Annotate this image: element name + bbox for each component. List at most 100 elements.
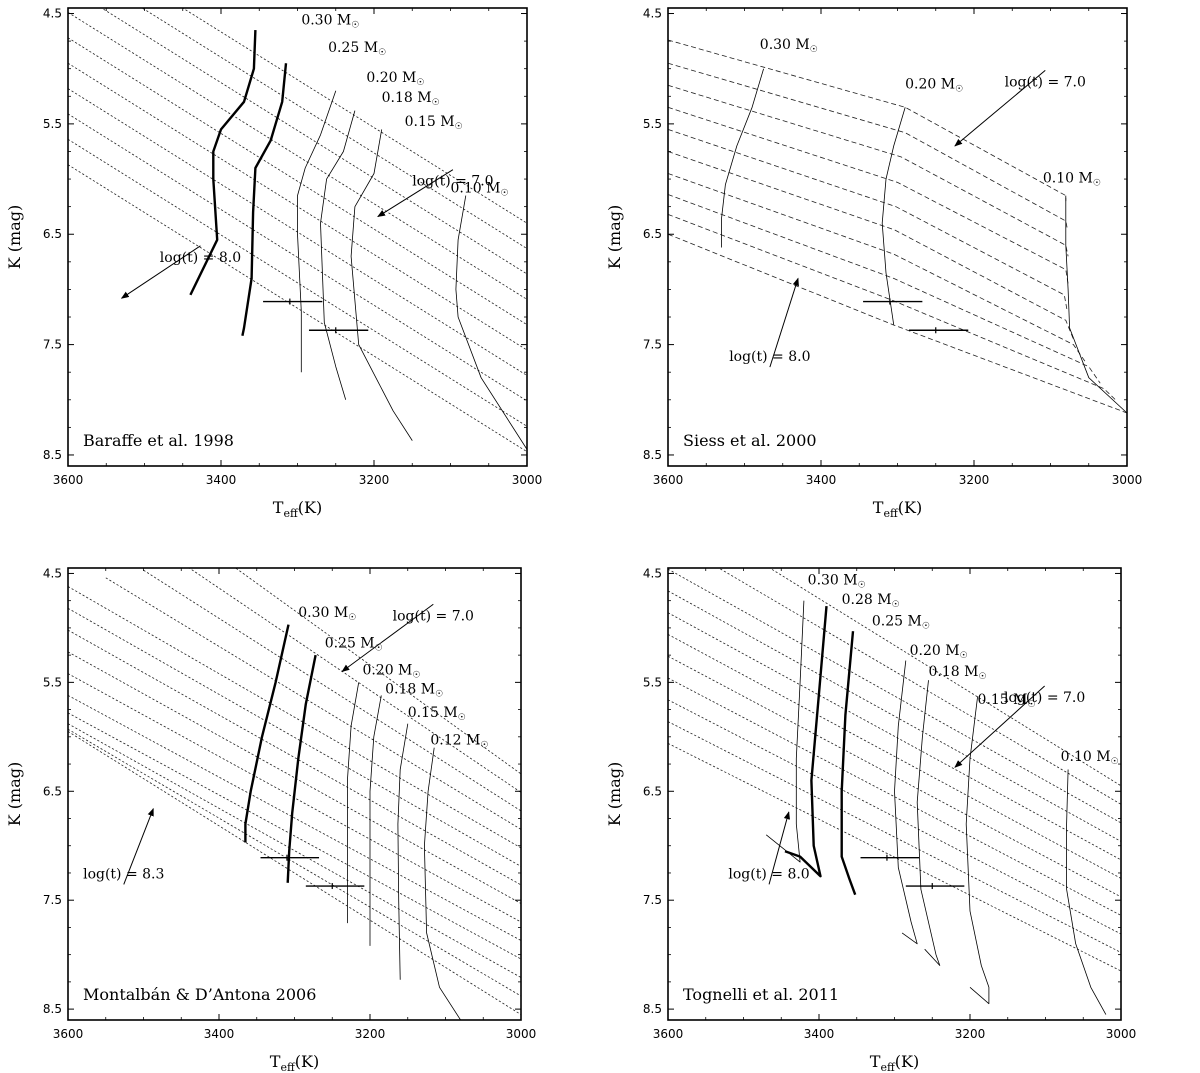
track-label-sun: ☉ [432,98,440,108]
mass-track-0-10-m [455,195,527,450]
plot-area [68,568,521,1020]
track-label-sun: ☉ [922,622,930,632]
track-label-sun: ☉ [960,651,968,661]
track-label-0-30-m: 0.30 M☉ [301,13,359,31]
track-label-mass: 0.10 M [1043,170,1093,186]
mass-track-0-20-m [297,90,337,373]
isochrone-4 [668,612,1121,861]
x-axis-title: Teff(K) [273,498,322,520]
track-label-sun: ☉ [1111,757,1119,767]
y-tick-label-4.5: 4.5 [43,7,62,21]
isochrone-2 [143,569,521,812]
y-tick-label-5.5: 5.5 [43,117,62,131]
y-tick-label-8.5: 8.5 [643,448,662,462]
track-label-sun: ☉ [892,600,900,610]
track-label-0-10-m: 0.10 M☉ [1043,170,1101,188]
isochrone-8 [668,214,1116,401]
isochrone-2 [100,8,527,275]
x-tick-label-3400: 3400 [804,1027,835,1041]
x-axis-title-unit: (K) [895,1052,919,1071]
mass-track-0-30-m [244,624,290,843]
track-label-mass: 0.20 M [362,663,412,679]
panel-title: Siess et al. 2000 [683,431,817,450]
panel-baraffe: 3600 3400 3200 3000 4.5 5.5 6.5 7.5 8.5 Teff(K) K … [5,7,543,520]
mass-track-0-30-m [189,30,257,296]
isochrone-0 [769,568,1121,787]
mass-track-0-20-m [347,682,360,924]
mass-track-0-10-m [1066,769,1107,1015]
x-tick-label-3400: 3400 [206,473,237,487]
mass-track-0-25-m [241,63,288,337]
plot-area [668,39,1127,414]
track-label-sun: ☉ [955,85,963,95]
track-label-0-20-m: 0.20 M☉ [362,663,420,681]
y-tick-label-8.5: 8.5 [43,448,62,462]
x-axis-title: Teff(K) [873,498,922,520]
isochrone-9 [668,233,1127,414]
track-label-sun: ☉ [858,580,866,590]
track-label-0-12-m: 0.12 M☉ [430,732,488,750]
annotation-arrow-1 [768,811,790,885]
track-label-sun: ☉ [978,672,986,682]
x-axis-title: Teff(K) [270,1052,319,1073]
annotation-arrow-1 [769,277,799,368]
y-tick-label-6.5: 6.5 [43,784,62,798]
x-tick-label-3600: 3600 [53,1027,84,1041]
x-tick-label-3200: 3200 [355,1027,386,1041]
track-label-mass: 0.28 M [842,592,892,608]
isochrone-annotation-log-t-7-0: log(t) = 7.0 [1004,690,1085,706]
isochrone-9 [668,721,1121,953]
isochrone-7 [668,677,1121,916]
y-tick-label-7.5: 7.5 [643,893,662,907]
mass-track-0-18-m [320,110,356,400]
track-label-0-10-m: 0.10 M☉ [1061,749,1119,767]
x-tick-label-3600: 3600 [653,1027,684,1041]
mass-track-0-20-m [881,107,906,325]
mass-track-0-10-m [1065,195,1127,414]
isochrone-9 [68,164,527,453]
isochrone-annotation-log-t-7-0: log(t) = 7.0 [393,608,474,624]
y-tick-label-5.5: 5.5 [643,117,662,131]
track-label-0-25-m: 0.25 M☉ [328,40,386,58]
track-label-0-20-m: 0.20 M☉ [905,77,963,95]
isochrone-0 [181,8,527,224]
x-tick-label-3000: 3000 [512,473,543,487]
track-label-mass: 0.20 M [905,77,955,93]
y-tick-label-6.5: 6.5 [43,227,62,241]
track-label-sun: ☉ [455,122,463,132]
mass-track-0-15-m [965,696,990,1005]
x-axis-title-unit: (K) [298,498,322,517]
track-label-mass: 0.30 M [298,605,348,621]
annotation-arrow-0 [954,69,1046,147]
y-tick-label-6.5: 6.5 [643,227,662,241]
track-label-mass: 0.15 M [408,705,458,721]
y-axis-title: K (mag) [605,205,624,269]
annotation-arrow-0 [954,685,1045,768]
mass-track-0-18-m [369,695,382,946]
isochrone-annotation-log-t-8-0: log(t) = 8.0 [160,250,241,266]
track-label-0-15-m: 0.15 M☉ [978,692,1036,710]
panel-title: Tognelli et al. 2011 [683,985,839,1004]
panel-title: Montalbán & D’Antona 2006 [83,985,316,1004]
annotation-arrow-0 [341,603,434,672]
track-label-mass: 0.18 M [382,90,432,106]
y-tick-label-7.5: 7.5 [43,893,62,907]
track-label-sun: ☉ [1093,178,1101,188]
y-tick-label-4.5: 4.5 [643,566,662,580]
isochrone-11 [68,723,521,978]
x-tick-label-3000: 3000 [506,1027,537,1041]
plot-area [668,568,1121,1015]
mass-track-0-15-m [350,129,413,441]
isochrone-2 [668,84,1069,257]
track-label-mass: 0.10 M [451,180,501,196]
isochrone-5 [668,151,1074,340]
track-label-sun: ☉ [500,188,508,198]
x-axis-title-unit: (K) [295,1052,319,1071]
isochrone-8 [68,138,527,427]
isochrone-annotation-log-t-8-0: log(t) = 8.0 [728,866,809,882]
track-label-0-10-m: 0.10 M☉ [451,180,509,198]
track-label-mass: 0.25 M [328,40,378,56]
track-label-sun: ☉ [480,740,488,750]
y-tick-label-4.5: 4.5 [643,7,662,21]
mass-track-0-25-m [840,631,857,896]
